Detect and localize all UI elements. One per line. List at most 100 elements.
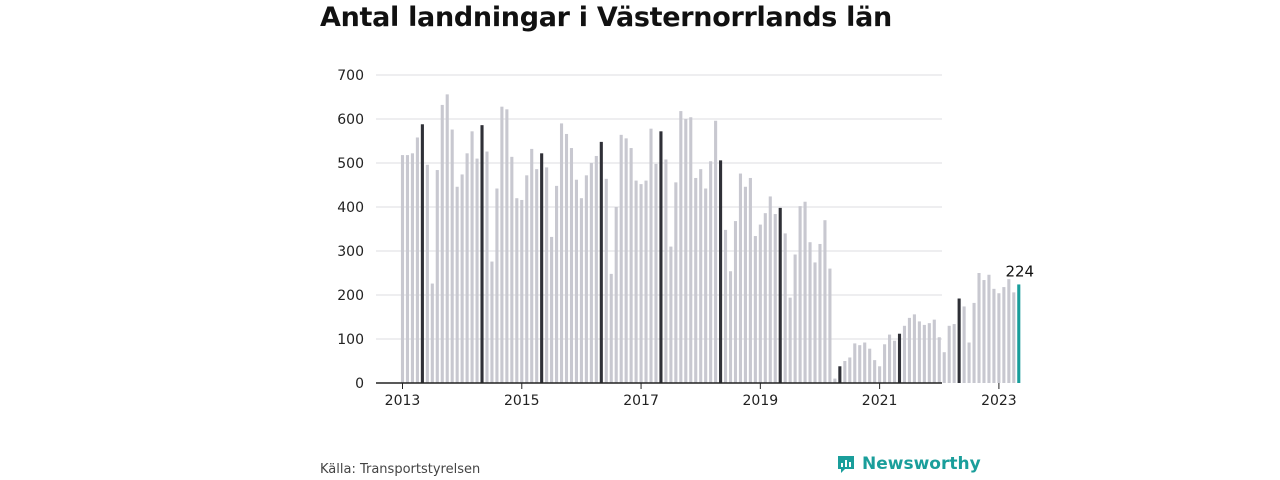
x-tick-label: 2015: [504, 393, 540, 409]
y-tick-label: 600: [337, 112, 364, 128]
bar: [763, 213, 767, 383]
bar: [947, 325, 951, 383]
bar: [515, 198, 519, 383]
bar: [435, 170, 439, 383]
bar: [803, 201, 807, 383]
bar: [629, 148, 633, 383]
bar: [828, 268, 832, 383]
bar: [972, 302, 976, 383]
bar: [624, 138, 628, 383]
bar: [510, 156, 514, 383]
bar: [475, 158, 479, 383]
bar: [748, 177, 752, 383]
grid-lines: [376, 74, 942, 340]
bar: [873, 360, 877, 383]
bar: [639, 184, 643, 383]
bar: [997, 293, 1001, 383]
bars: [400, 94, 1021, 384]
y-tick-label: 400: [337, 200, 364, 216]
bar: [589, 163, 593, 383]
bar: [574, 179, 578, 383]
bar: [584, 175, 588, 383]
bar: [1017, 284, 1021, 383]
labels: 0 100 200 300 400 500 600 700 2013 2015 2017 2019 20…: [337, 68, 1034, 409]
x-tick-label: 2021: [862, 393, 898, 409]
y-tick-label: 0: [355, 376, 364, 392]
bar: [917, 321, 921, 383]
bar: [699, 169, 703, 383]
bar: [530, 148, 534, 383]
bar: [480, 125, 484, 383]
bar: [868, 348, 872, 383]
bar: [883, 344, 887, 383]
bar: [689, 117, 693, 384]
bar: [694, 177, 698, 383]
bar: [743, 186, 747, 383]
bar: [405, 155, 410, 383]
bar: [813, 262, 817, 383]
bar: [823, 220, 827, 383]
bar: [485, 151, 489, 383]
bar: [833, 378, 837, 383]
bar: [644, 180, 648, 383]
bar: [714, 120, 718, 383]
bar: [410, 153, 414, 383]
bar: [540, 153, 544, 383]
bar: [863, 342, 867, 383]
bar: [619, 134, 623, 383]
bar: [758, 224, 762, 383]
bar: [912, 314, 916, 383]
bar: [728, 271, 733, 383]
bar: [654, 163, 658, 383]
bar: [495, 188, 499, 383]
bar: [843, 361, 847, 383]
bar: [465, 153, 469, 383]
bar: [614, 207, 618, 383]
bar: [937, 337, 941, 383]
bar: [634, 180, 638, 383]
bar: [957, 298, 961, 383]
bar: [902, 325, 907, 383]
bar: [897, 333, 902, 383]
bar: [559, 123, 564, 384]
bar: [684, 119, 688, 383]
bar: [783, 233, 787, 383]
bar: [1002, 287, 1006, 383]
y-tick-label: 500: [337, 156, 364, 172]
bar: [440, 104, 444, 384]
bar: [455, 186, 459, 383]
bar: [599, 141, 603, 383]
bar: [878, 366, 882, 383]
bar: [664, 159, 668, 383]
bar: [977, 273, 981, 383]
bar: [604, 178, 608, 383]
bar: [555, 185, 559, 383]
bar: [853, 343, 857, 383]
x-tick-label: 2013: [385, 393, 421, 409]
chart-title: Antal landningar i Västernorrlands län: [320, 2, 892, 33]
bar: [719, 160, 723, 383]
bar: [659, 131, 663, 383]
bar: [838, 366, 842, 383]
bar: [594, 155, 598, 383]
bar: [550, 236, 554, 383]
brand-logo[interactable]: Newsworthy: [836, 454, 981, 474]
bar: [738, 173, 743, 383]
bar: [818, 243, 822, 383]
x-tick-label: 2023: [981, 393, 1017, 409]
bar: [753, 236, 757, 383]
bar: [967, 342, 971, 383]
y-tick-label: 100: [337, 332, 364, 348]
bar: [907, 317, 911, 383]
bar: [564, 133, 569, 383]
bar: [773, 214, 777, 383]
source-note: Källa: Transportstyrelsen: [320, 462, 481, 477]
bar: [535, 169, 539, 383]
bar: [579, 198, 583, 383]
bar: [808, 242, 812, 383]
bar: [674, 182, 678, 383]
bar: [704, 188, 708, 383]
bar: [669, 246, 673, 383]
bar: [430, 283, 434, 383]
